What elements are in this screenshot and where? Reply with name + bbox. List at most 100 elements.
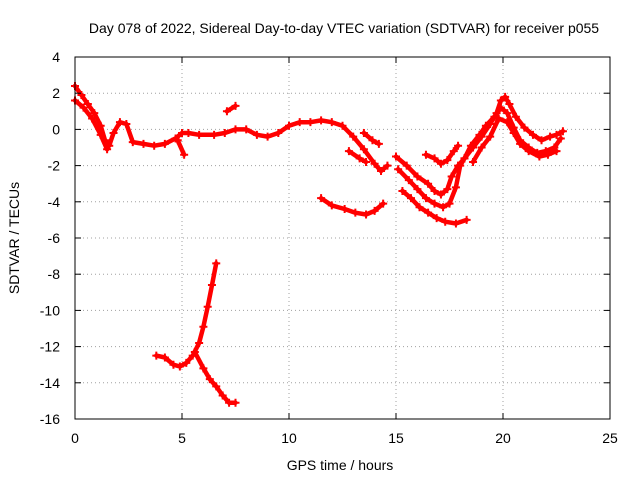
data-point xyxy=(210,130,219,139)
series-line xyxy=(192,349,238,405)
data-point xyxy=(212,382,221,391)
data-point xyxy=(338,121,347,130)
data-point xyxy=(180,150,189,159)
data-point xyxy=(88,114,97,123)
data-point xyxy=(445,199,454,208)
series-trace-i xyxy=(394,103,565,212)
series-trace-k xyxy=(398,186,471,228)
data-point xyxy=(203,302,212,311)
data-point xyxy=(362,157,371,166)
data-point xyxy=(295,118,304,127)
y-tick-label: -14 xyxy=(40,375,60,391)
data-point xyxy=(462,215,471,224)
data-point xyxy=(460,154,469,163)
data-point xyxy=(543,150,552,159)
data-point xyxy=(421,194,430,203)
data-point xyxy=(349,132,358,141)
data-point xyxy=(413,172,422,181)
x-tick-label: 10 xyxy=(281,430,297,446)
y-tick-label: -8 xyxy=(48,266,61,282)
data-point xyxy=(109,129,118,138)
data-point xyxy=(359,145,368,154)
y-axis-label: SDTVAR / TECUs xyxy=(6,182,22,294)
data-point xyxy=(466,141,475,150)
series-trace-l xyxy=(469,114,561,166)
series-line xyxy=(393,94,566,197)
data-point xyxy=(379,199,388,208)
data-point xyxy=(317,194,326,203)
data-point xyxy=(150,141,159,150)
data-point xyxy=(370,159,379,168)
data-point xyxy=(359,129,368,138)
series-trace-j xyxy=(421,141,463,168)
data-point xyxy=(404,176,413,185)
data-point xyxy=(199,322,208,331)
data-point xyxy=(285,121,293,130)
data-point xyxy=(139,139,148,148)
y-tick-label: -12 xyxy=(40,339,60,355)
series-trace-e xyxy=(359,129,383,148)
data-point xyxy=(207,281,216,290)
data-point xyxy=(242,125,251,134)
y-tick-label: -6 xyxy=(48,230,61,246)
data-point xyxy=(528,130,537,139)
data-point xyxy=(413,185,422,194)
data-point xyxy=(175,362,184,371)
data-point xyxy=(524,147,533,156)
x-tick-label: 25 xyxy=(602,430,618,446)
data-point xyxy=(451,183,460,192)
data-point xyxy=(552,130,561,139)
data-point xyxy=(436,159,445,168)
data-point xyxy=(430,154,439,163)
data-point xyxy=(496,96,505,105)
series-layer xyxy=(71,81,567,407)
data-point xyxy=(195,338,204,347)
y-tick-label: -16 xyxy=(40,411,60,427)
data-point xyxy=(509,129,518,138)
data-point xyxy=(439,203,448,212)
data-point xyxy=(443,185,452,194)
data-point xyxy=(505,100,514,109)
data-point xyxy=(327,201,336,210)
data-point xyxy=(377,167,386,176)
data-point xyxy=(406,194,415,203)
data-point xyxy=(184,129,193,138)
x-tick-label: 5 xyxy=(178,430,186,446)
data-point xyxy=(173,136,182,145)
data-point xyxy=(451,219,460,228)
data-point xyxy=(190,348,199,357)
data-point xyxy=(398,186,407,195)
data-point xyxy=(317,116,326,125)
data-point xyxy=(424,208,433,217)
series-trace-m xyxy=(152,259,221,371)
grid xyxy=(75,57,610,419)
data-point xyxy=(195,130,204,139)
data-point xyxy=(160,353,169,362)
data-point xyxy=(274,129,283,138)
data-point xyxy=(383,161,392,170)
data-point xyxy=(351,208,360,217)
data-point xyxy=(447,172,456,181)
data-point xyxy=(481,121,490,130)
data-point xyxy=(392,152,400,161)
y-tick-label: -10 xyxy=(40,302,60,318)
chart-title: Day 078 of 2022, Sidereal Day-to-day VTE… xyxy=(89,20,599,36)
data-point xyxy=(430,186,439,195)
axis-ticks: 0 5 10 15 20 25 -16 -14 -12 -10 -8 -6 -4 -2 0 2 4 xyxy=(40,49,618,446)
data-point xyxy=(454,141,463,150)
data-point xyxy=(394,165,403,174)
data-point xyxy=(436,190,445,199)
series-trace-a xyxy=(71,81,392,176)
series-line xyxy=(361,130,382,147)
data-point xyxy=(218,391,227,400)
data-point xyxy=(494,114,503,123)
data-point xyxy=(475,130,484,139)
series-trace-f xyxy=(344,147,371,166)
data-point xyxy=(421,150,430,159)
series-trace-n xyxy=(190,348,240,407)
data-point xyxy=(449,147,458,156)
y-tick-label: 2 xyxy=(52,85,60,101)
data-point xyxy=(96,130,105,139)
data-point xyxy=(79,103,88,112)
